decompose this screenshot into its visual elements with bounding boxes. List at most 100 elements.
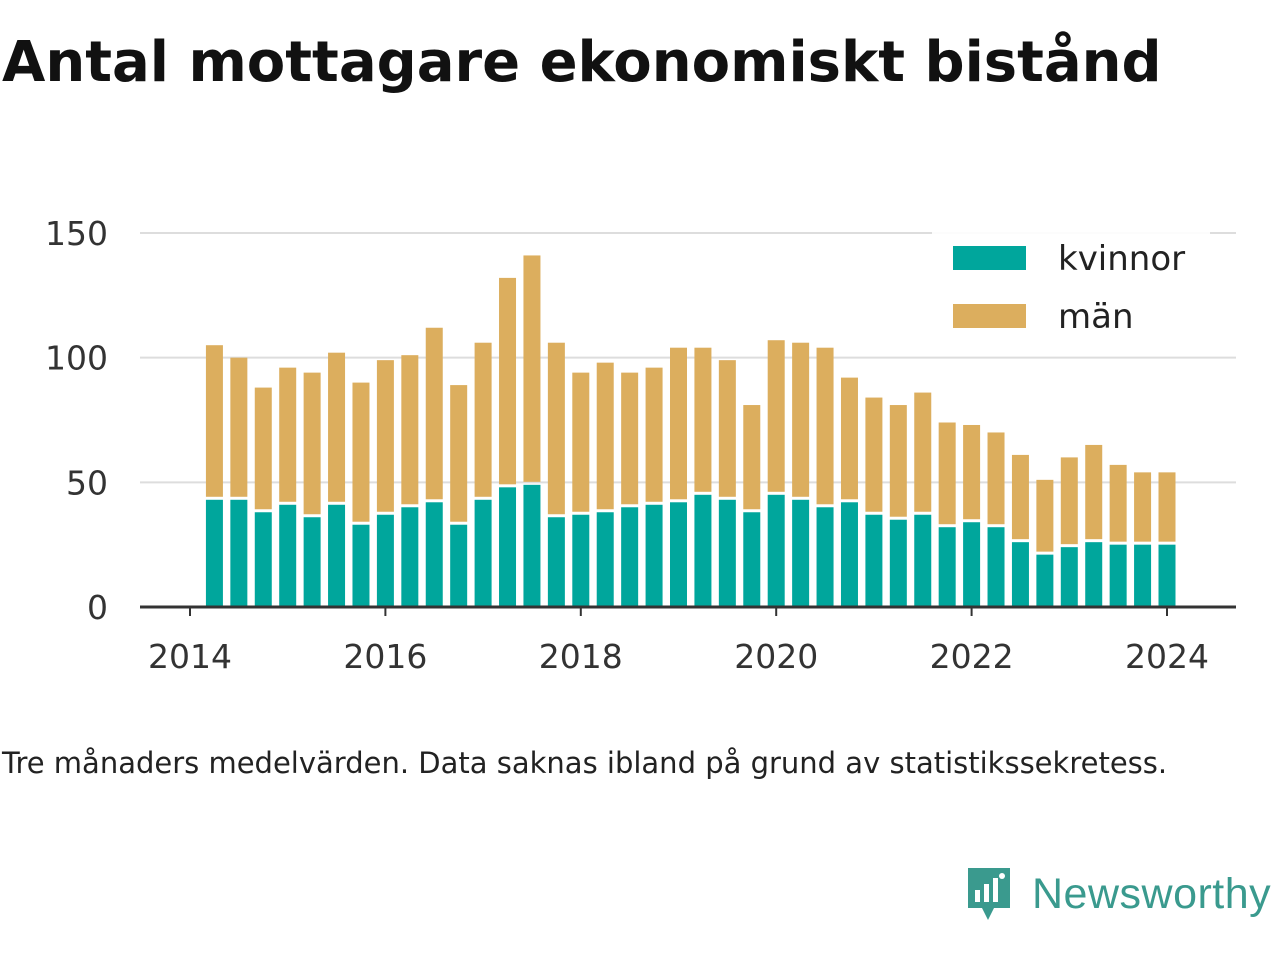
bar-man xyxy=(572,372,590,512)
bar-man xyxy=(352,382,370,522)
bar-kvinnor xyxy=(694,494,712,607)
y-tick-label: 0 xyxy=(87,588,108,627)
bar-kvinnor xyxy=(816,507,834,607)
bar-man xyxy=(1085,444,1103,540)
bar-kvinnor xyxy=(645,504,663,607)
bar-kvinnor xyxy=(499,487,517,607)
bar-kvinnor xyxy=(865,514,883,607)
x-tick-label: 2016 xyxy=(343,637,427,676)
bar-kvinnor xyxy=(670,502,687,607)
chart-title: Antal mottagare ekonomiskt bistånd xyxy=(2,30,1162,95)
bar-man xyxy=(425,327,443,500)
x-tick-label: 2014 xyxy=(148,637,232,676)
bar-kvinnor xyxy=(1158,544,1176,607)
bar-man xyxy=(1060,457,1078,545)
bar-kvinnor xyxy=(914,514,932,607)
bar-kvinnor xyxy=(889,519,907,607)
y-tick-label: 50 xyxy=(66,463,108,502)
bar-kvinnor xyxy=(425,502,443,607)
bar-man xyxy=(938,422,956,525)
bar-kvinnor xyxy=(1109,544,1127,607)
bar-man xyxy=(254,387,272,510)
bar-man xyxy=(1158,472,1176,542)
bar-man xyxy=(450,385,468,522)
bar-man xyxy=(914,392,932,512)
bar-man xyxy=(743,405,761,510)
bar-man xyxy=(792,342,810,497)
bar-kvinnor xyxy=(1060,547,1078,607)
bar-kvinnor xyxy=(963,522,981,607)
bar-man xyxy=(718,360,736,497)
bar-man xyxy=(767,340,785,492)
x-tick-label: 2018 xyxy=(539,637,623,676)
bar-kvinnor xyxy=(303,517,321,607)
bar-man xyxy=(865,397,883,512)
x-tick-label: 2022 xyxy=(930,637,1014,676)
bar-man xyxy=(694,347,712,492)
bar-kvinnor xyxy=(718,499,736,607)
bar-man xyxy=(376,360,394,512)
bar-man xyxy=(303,372,321,515)
bar-man xyxy=(523,255,541,482)
brand[interactable]: Newsworthy xyxy=(964,864,1271,924)
bar-kvinnor xyxy=(938,527,956,607)
axes: 0 50 100 150 2014 2016 2018 2020 2022 2024 xyxy=(45,214,1236,676)
bar-man xyxy=(1109,464,1127,542)
bar-man xyxy=(670,347,687,500)
x-tick-label: 2020 xyxy=(734,637,818,676)
bar-kvinnor xyxy=(547,517,565,607)
bar-kvinnor xyxy=(596,512,614,607)
bar-man xyxy=(401,355,419,505)
bar-man xyxy=(889,405,907,517)
brand-name: Newsworthy xyxy=(1032,869,1272,918)
bar-kvinnor xyxy=(840,502,858,607)
newsworthy-logo-icon xyxy=(968,868,1010,920)
bar-man xyxy=(987,432,1005,525)
bar-man xyxy=(621,372,639,505)
bar-kvinnor xyxy=(352,524,370,607)
bar-man xyxy=(547,342,565,515)
bar-kvinnor xyxy=(523,484,541,607)
bar-kvinnor xyxy=(205,499,223,607)
bar-kvinnor xyxy=(474,499,492,607)
legend-swatch xyxy=(953,304,1026,328)
bar-kvinnor xyxy=(328,504,346,607)
bar-kvinnor xyxy=(1036,554,1054,607)
bar-man xyxy=(474,342,492,497)
bars xyxy=(205,255,1176,607)
bar-kvinnor xyxy=(401,507,419,607)
bar-man xyxy=(1011,454,1029,540)
legend-label: män xyxy=(1058,297,1134,337)
legend: kvinnor män xyxy=(932,226,1210,348)
x-tick-label: 2024 xyxy=(1125,637,1209,676)
bar-kvinnor xyxy=(572,514,590,607)
bar-kvinnor xyxy=(450,524,468,607)
legend-label: kvinnor xyxy=(1058,239,1185,279)
y-tick-label: 150 xyxy=(45,214,108,253)
bar-chart: 0 50 100 150 2014 2016 2018 2020 2022 2024 kvinno… xyxy=(45,214,1236,676)
bar-kvinnor xyxy=(279,504,297,607)
bar-kvinnor xyxy=(1085,542,1103,607)
legend-swatch xyxy=(953,246,1026,270)
bar-kvinnor xyxy=(767,494,785,607)
bar-man xyxy=(230,357,248,497)
bar-kvinnor xyxy=(230,499,248,607)
bar-man xyxy=(645,367,663,502)
bar-kvinnor xyxy=(987,527,1005,607)
bar-kvinnor xyxy=(1134,544,1152,607)
bar-kvinnor xyxy=(621,507,639,607)
bar-kvinnor xyxy=(254,512,272,607)
bar-kvinnor xyxy=(743,512,761,607)
bar-man xyxy=(816,347,834,505)
bar-kvinnor xyxy=(792,499,810,607)
bar-man xyxy=(963,424,981,520)
bar-kvinnor xyxy=(376,514,394,607)
bar-man xyxy=(596,362,614,510)
bar-kvinnor xyxy=(1011,542,1029,607)
bar-man xyxy=(328,352,346,502)
bar-man xyxy=(279,367,297,502)
bar-man xyxy=(499,277,517,485)
bar-man xyxy=(1134,472,1152,542)
y-tick-label: 100 xyxy=(45,339,108,378)
bar-man xyxy=(840,377,858,500)
